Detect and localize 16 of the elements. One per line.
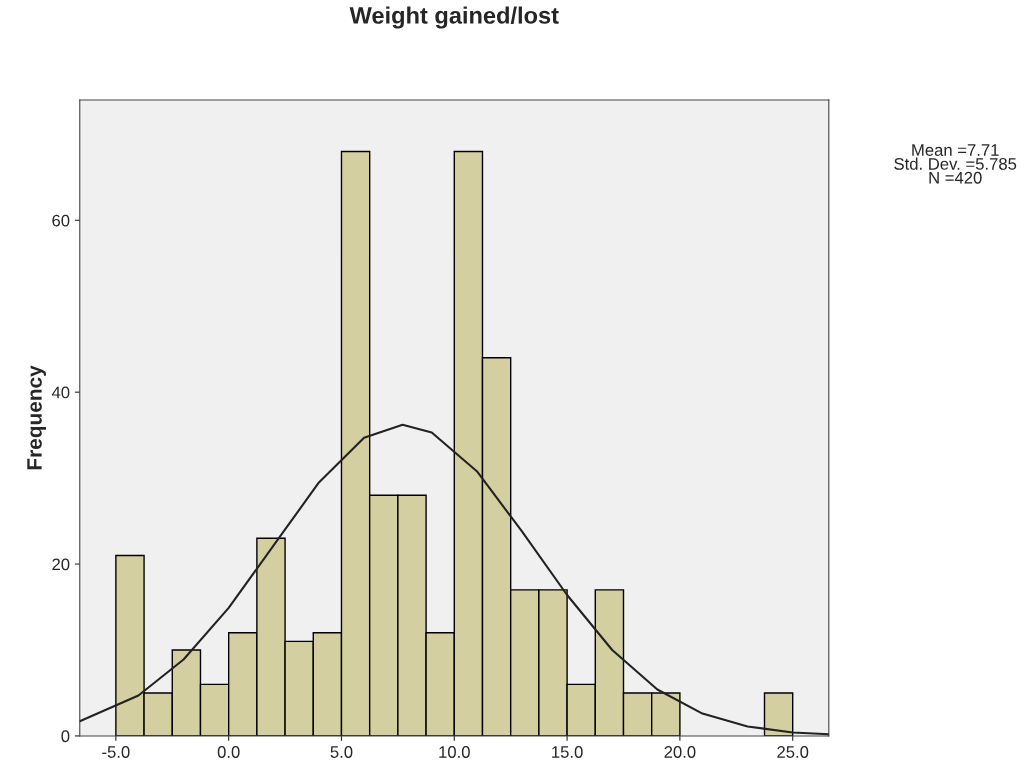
x-tick-label: 10.0 [439,746,470,758]
text: N =420 [929,171,982,184]
text: Mean =7.71 [912,144,999,156]
x-tick-label: 5.0 [330,746,353,758]
y-tick-label: 0 [61,730,70,743]
x-tick-label: -5.0 [102,746,130,758]
x-tick-label: 15.0 [552,746,583,758]
x-tick-label: 20.0 [664,746,696,758]
y-tick-label: 60 [52,214,70,227]
x-tick-label: 25.0 [777,746,809,758]
x-tick-label: 0.0 [217,746,240,758]
text: Std. Dev. =5.785 [894,157,1017,170]
y-tick-label: 40 [51,386,70,399]
chart-title: Weight gained/lost [349,6,559,29]
y-axis-title: Frequency [27,365,46,470]
y-tick-label: 20 [52,558,70,571]
